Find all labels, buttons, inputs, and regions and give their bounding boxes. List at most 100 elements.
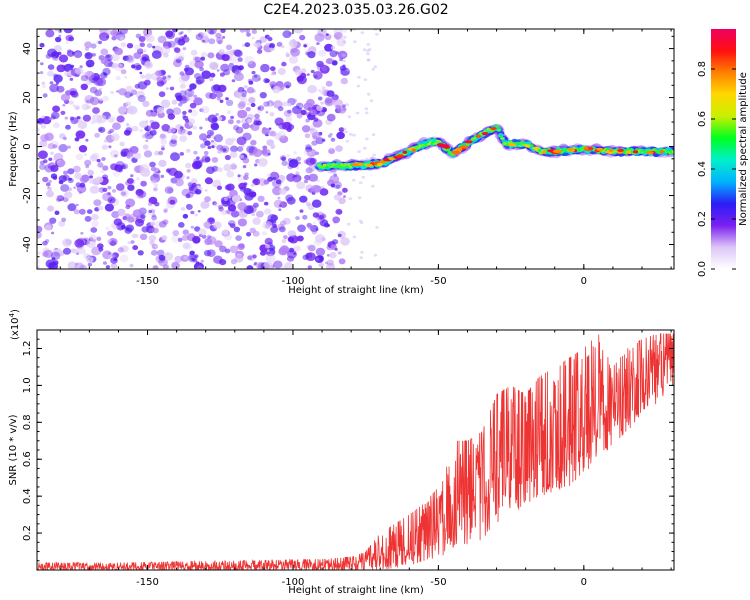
noise-blob: [55, 36, 62, 43]
noise-blob: [222, 148, 227, 152]
noise-blob: [224, 154, 231, 161]
signal-blob: [581, 148, 585, 151]
noise-blob: [126, 55, 135, 63]
noise-blob: [160, 70, 166, 75]
noise-blob: [331, 94, 339, 101]
noise-blob: [88, 177, 96, 184]
noise-blob: [223, 163, 232, 172]
noise-blob: [315, 228, 319, 231]
noise-blob: [40, 124, 47, 129]
noise-blob: [300, 68, 307, 74]
y-tick-label: 20: [22, 91, 33, 104]
noise-blob: [237, 109, 248, 119]
noise-blob: [63, 136, 67, 141]
signal-peak: [632, 150, 639, 154]
noise-blob: [108, 145, 112, 149]
noise-blob: [242, 44, 245, 47]
signal-blob: [347, 163, 351, 166]
noise-blob: [367, 58, 371, 62]
noise-blob: [215, 91, 223, 98]
noise-blob: [186, 148, 191, 153]
noise-blob: [230, 163, 237, 170]
noise-blob: [235, 126, 244, 134]
noise-blob: [100, 170, 105, 174]
noise-blob: [329, 251, 337, 259]
noise-blob: [230, 258, 237, 265]
noise-blob: [46, 190, 54, 198]
noise-blob: [275, 179, 282, 185]
noise-blob: [74, 51, 82, 59]
noise-blob: [78, 248, 86, 255]
noise-blob: [243, 175, 249, 181]
noise-blob: [53, 74, 63, 83]
noise-blob: [231, 55, 241, 64]
noise-blob: [246, 86, 255, 94]
noise-blob: [73, 50, 83, 58]
noise-blob: [48, 117, 53, 121]
noise-blob: [191, 182, 197, 188]
noise-blob: [157, 35, 167, 44]
noise-blob: [265, 78, 270, 83]
signal-peak: [608, 148, 614, 152]
noise-blob: [340, 77, 348, 85]
noise-blob: [176, 95, 183, 102]
noise-blob: [221, 210, 227, 216]
noise-blob: [236, 146, 244, 152]
noise-blob: [270, 143, 276, 148]
noise-blob: [95, 91, 100, 96]
noise-blob: [63, 170, 68, 175]
spectrogram-y-label: Frequency (Hz): [8, 111, 19, 187]
signal-blob: [518, 145, 522, 147]
noise-blob: [111, 211, 120, 219]
noise-blob: [299, 105, 303, 109]
noise-blob: [213, 134, 223, 143]
noise-blob: [75, 153, 84, 161]
noise-blob: [58, 180, 64, 185]
snr-y-label: SNR (10 * v/v): [8, 414, 19, 485]
noise-blob: [287, 250, 297, 259]
noise-blob: [39, 140, 48, 148]
signal-blob: [322, 163, 327, 167]
noise-blob: [180, 73, 190, 82]
noise-blob: [348, 197, 353, 201]
noise-blob: [324, 97, 333, 104]
noise-blob: [173, 40, 179, 46]
noise-blob: [308, 173, 319, 182]
x-tick-label: -150: [136, 276, 159, 287]
signal-blob: [317, 164, 321, 167]
x-tick-label: 0: [581, 276, 587, 287]
noise-blob: [293, 151, 297, 155]
signal-blob: [343, 163, 347, 167]
noise-blob: [137, 250, 144, 256]
noise-blob: [229, 223, 236, 229]
noise-blob: [228, 62, 234, 68]
noise-blob: [359, 256, 364, 260]
noise-blob: [47, 187, 53, 192]
noise-blob: [201, 70, 212, 79]
noise-blob: [197, 32, 205, 38]
noise-blob: [302, 254, 309, 260]
noise-blob: [89, 96, 100, 106]
noise-blob: [195, 79, 202, 85]
noise-blob: [193, 97, 203, 106]
noise-blob: [206, 166, 215, 174]
noise-blob: [208, 77, 214, 82]
noise-blob: [252, 89, 256, 93]
noise-blob: [152, 265, 159, 269]
noise-blob: [84, 70, 95, 80]
noise-blob: [87, 63, 92, 68]
noise-blob: [206, 129, 215, 137]
noise-blob: [180, 31, 184, 35]
noise-blob: [262, 145, 268, 150]
noise-blob: [209, 29, 215, 35]
noise-blob: [150, 221, 156, 226]
noise-blob: [202, 221, 211, 229]
signal-peak: [567, 148, 574, 152]
noise-blob: [193, 94, 198, 98]
noise-blob: [110, 91, 114, 94]
noise-blob: [193, 262, 204, 269]
noise-blob: [113, 31, 118, 36]
noise-blob: [249, 124, 254, 129]
noise-blob: [357, 75, 361, 79]
noise-blob: [279, 135, 289, 144]
